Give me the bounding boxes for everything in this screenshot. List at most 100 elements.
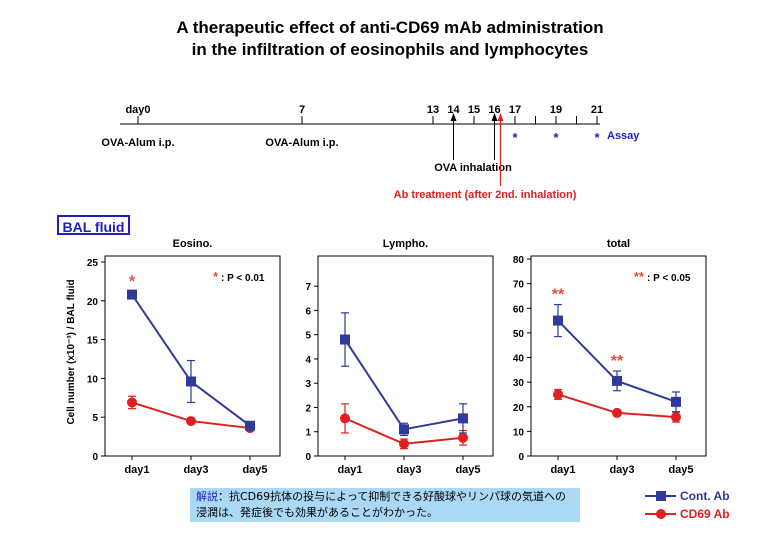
y-tick-label: 3 [305,379,311,390]
title-line-1: A therapeutic effect of anti-CD69 mAb ad… [176,18,604,37]
timeline-tick-label: 19 [550,104,562,116]
y-tick-label: 5 [305,331,311,342]
x-tick-label: day1 [124,464,149,476]
data-point [553,389,563,400]
data-point [127,289,137,300]
y-tick-label: 0 [92,452,98,463]
note-keyword: 解説 [196,490,218,503]
series-line [344,338,464,431]
y-tick-label: 2 [305,403,311,414]
y-tick-label: 6 [305,306,311,317]
y-tick-label: 30 [513,378,525,389]
x-tick-label: day1 [550,464,575,476]
chart-frame [317,255,494,457]
x-tick-label: day3 [183,464,208,476]
x-tick-label: day5 [455,464,480,476]
data-point [245,420,255,431]
legend-cont-label: Cont. Ab [680,489,730,503]
data-point [671,396,681,407]
significance-text: : P < 0.05 [647,273,691,284]
data-point [458,432,468,443]
significance-star: * [129,273,136,290]
ova-inhalation-label: OVA inhalation [434,162,512,174]
y-tick-label: 20 [87,297,99,308]
x-tick-label: day5 [242,464,267,476]
bal-fluid-label: BAL fluid [57,215,130,235]
timeline: day0 7 13 14 15 16 17 19 21 OVA-Alum i.p. OVA-Alum… [101,104,640,201]
x-tick-label: day3 [396,464,421,476]
data-point [612,375,622,386]
title-line-2: in the infiltration of eosinophils and l… [191,40,589,59]
significance-star: ** [611,353,624,370]
ova-inhalation-arrowhead [491,113,498,121]
data-point [671,412,681,423]
y-tick-label: 60 [513,304,525,315]
significance-star: ** [552,287,565,304]
chart-title: Lympho. [383,238,428,250]
ova-alum-label: OVA-Alum i.p. [101,137,174,149]
timeline-tick-label: 21 [591,104,603,116]
legend: Cont. Ab CD69 Ab [645,489,730,521]
y-tick-label: 15 [87,336,99,347]
y-tick-label: 40 [513,354,525,365]
y-tick-label: 0 [305,452,311,463]
y-tick-label: 20 [513,403,525,414]
data-point [458,413,468,424]
timeline-tick-label: 7 [299,104,305,116]
timeline-tick-label: day0 [125,104,150,116]
y-tick-label: 10 [87,374,99,385]
y-tick-label: 10 [513,427,525,438]
x-tick-label: day5 [668,464,693,476]
y-tick-label: 7 [305,282,311,293]
timeline-tick-label: 13 [427,104,439,116]
y-axis-label: Cell number (x10⁻³) / BAL fluid [66,279,77,424]
ab-treatment-label: Ab treatment (after 2nd. inhalation) [394,189,577,201]
chart-frame [530,255,707,457]
y-tick-label: 70 [513,280,525,291]
data-point [127,397,137,408]
chart-frame [104,255,281,457]
assay-marker: * [594,130,600,145]
chart-2: Lympho. 0 1 2 3 4 5 6 7 day1 day3 day5 [305,238,494,476]
note-text: ：抗CD69抗体の投与によって抑制できる好酸球やリンパ球の気道への浸潤は、発症後… [196,490,567,519]
ab-treatment-arrowhead [497,113,504,121]
chart-title: Eosino. [173,238,213,250]
timeline-tick-label: 15 [468,104,480,116]
y-tick-label: 25 [87,258,99,269]
significance-text: : P < 0.01 [221,273,265,284]
data-point [340,413,350,424]
note-box: 解説：抗CD69抗体の投与によって抑制できる好酸球やリンパ球の気道への浸潤は、発… [190,488,580,522]
legend-cont-marker [656,491,666,501]
y-tick-label: 5 [92,413,98,424]
timeline-tick-label: 14 [447,104,460,116]
x-tick-label: day1 [337,464,362,476]
chart-title: total [607,238,630,250]
ova-alum-label: OVA-Alum i.p. [265,137,338,149]
significance-marker: ** [634,269,645,284]
x-tick-label: day3 [609,464,634,476]
assay-marker: * [553,130,559,145]
data-point [340,334,350,345]
y-tick-label: 80 [513,255,525,266]
y-tick-label: 1 [305,428,311,439]
assay-label: Assay [607,130,640,142]
assay-marker: * [512,130,518,145]
data-point [399,438,409,449]
legend-cd69-marker [656,509,666,519]
significance-marker: * [213,269,219,284]
y-tick-label: 4 [305,355,311,366]
ova-inhalation-arrowhead [450,113,457,121]
timeline-tick-label: 16 [488,104,500,116]
timeline-tick-label: 17 [509,104,521,116]
data-point [399,424,409,435]
data-point [553,315,563,326]
legend-cd69-label: CD69 Ab [680,507,730,521]
data-point [612,407,622,418]
y-tick-label: 50 [513,329,525,340]
y-tick-label: 0 [518,452,524,463]
data-point [186,416,196,427]
